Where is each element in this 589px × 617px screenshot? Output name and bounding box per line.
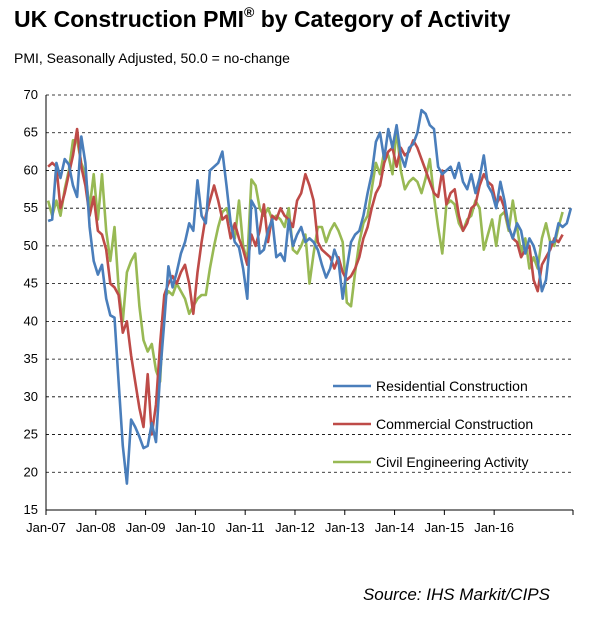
chart-title-rest: by Category of Activity bbox=[254, 6, 511, 32]
x-tick-label: Jan-07 bbox=[26, 520, 66, 535]
y-axis: 15 20 25 30 35 40 45 50 55 60 65 70 bbox=[24, 87, 47, 517]
x-tick-label: Jan-14 bbox=[375, 520, 415, 535]
y-tick-label: 50 bbox=[24, 238, 38, 253]
x-tick-label: Jan-12 bbox=[275, 520, 315, 535]
y-tick-label: 65 bbox=[24, 125, 38, 140]
x-axis: Jan-07 Jan-08 Jan-09 Jan-10 Jan-11 Jan-12 Jan-… bbox=[26, 509, 574, 535]
legend-label-1: Commercial Construction bbox=[376, 416, 533, 432]
y-tick-label: 20 bbox=[24, 464, 38, 479]
registered-mark: ® bbox=[244, 4, 255, 20]
x-tick-label: Jan-09 bbox=[126, 520, 166, 535]
legend-label-0: Residential Construction bbox=[376, 378, 528, 394]
x-tick-label: Jan-10 bbox=[176, 520, 216, 535]
series-line-1 bbox=[47, 127, 564, 436]
y-tick-label: 35 bbox=[24, 351, 38, 366]
y-tick-label: 30 bbox=[24, 389, 38, 404]
source-note: Source: IHS Markit/CIPS bbox=[362, 585, 550, 604]
x-tick-label: Jan-15 bbox=[424, 520, 464, 535]
y-tick-label: 70 bbox=[24, 87, 38, 102]
chart-title: UK Construction PMI® by Category of Acti… bbox=[14, 4, 511, 33]
y-tick-label: 60 bbox=[24, 162, 38, 177]
y-tick-label: 40 bbox=[24, 313, 38, 328]
legend: Residential Construction Commercial Const… bbox=[333, 378, 533, 470]
chart-title-main: UK Construction PMI bbox=[14, 6, 244, 32]
y-tick-label: 45 bbox=[24, 276, 38, 291]
series-line-0 bbox=[47, 108, 573, 485]
y-tick-label: 55 bbox=[24, 200, 38, 215]
x-tick-label: Jan-13 bbox=[325, 520, 365, 535]
y-tick-label: 25 bbox=[24, 427, 38, 442]
legend-label-2: Civil Engineering Activity bbox=[376, 454, 529, 470]
x-tick-label: Jan-11 bbox=[226, 520, 265, 535]
chart-subtitle: PMI, Seasonally Adjusted, 50.0 = no-chan… bbox=[14, 50, 290, 66]
series-lines bbox=[46, 108, 573, 485]
x-tick-label: Jan-16 bbox=[474, 520, 514, 535]
x-tick-label: Jan-08 bbox=[76, 520, 116, 535]
y-tick-label: 15 bbox=[24, 502, 38, 517]
